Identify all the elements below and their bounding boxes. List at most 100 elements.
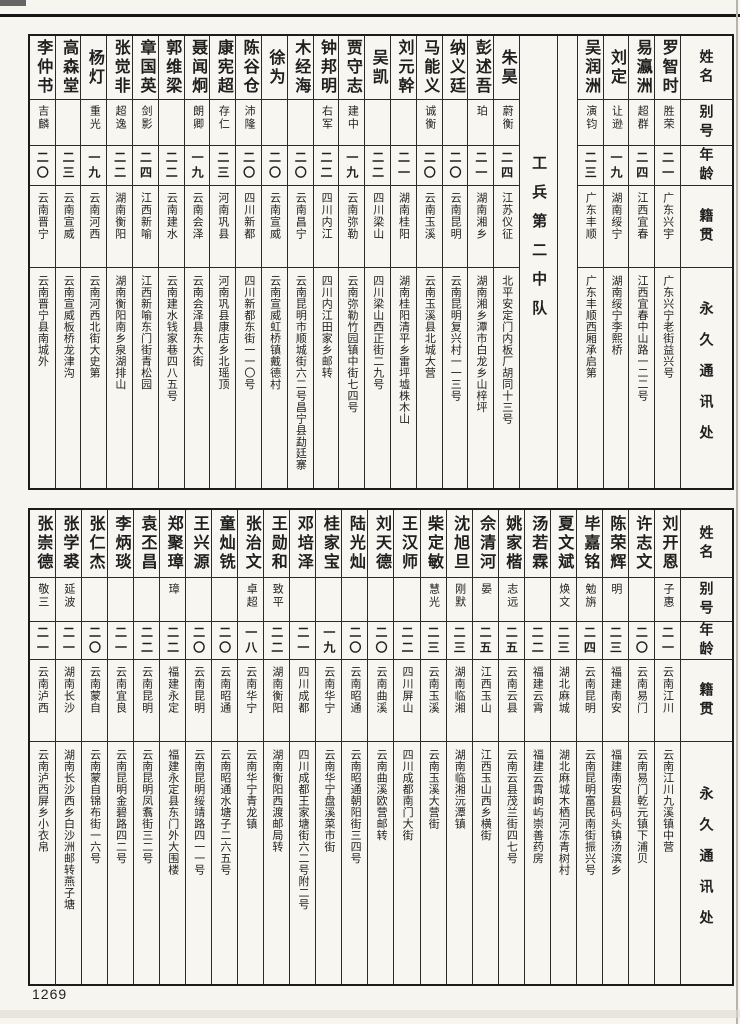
name-cell: 康宪超 (210, 36, 236, 100)
native-place-cell-text: 云南昌宁 (294, 192, 307, 240)
person-column: 张仁杰 二〇 云南蒙自 云南蒙自锦布街一六号 (80, 510, 107, 984)
address-cell: 福建永定县东门外大围楼 (160, 742, 185, 984)
native-place-cell-text: 云南昭通 (218, 666, 231, 714)
age-cell-text: 二三 (608, 625, 623, 656)
native-place-cell: 湖南长沙 (55, 660, 81, 742)
address-cell-text: 湖南衡阳西渡邮局转 (270, 749, 283, 853)
person-column: 刘天德 二〇 云南曲溪 云南曲溪欧营邮转 (367, 510, 394, 984)
name-cell: 郭维梁 (158, 36, 184, 100)
address-cell: 湖南湘乡潭市白龙乡山梓坪 (468, 268, 493, 488)
header-address-text: 永久通讯处 (698, 785, 715, 941)
name-cell-text: 刘元幹 (395, 39, 413, 96)
age-cell: 二四 (629, 146, 655, 186)
age-cell-text: 二〇 (293, 150, 308, 181)
person-column: 王汉师 二二 四川屏山 四川成都南门大街 (393, 510, 420, 984)
native-place-cell: 云南曲溪 (368, 660, 394, 742)
address-cell-text: 云南昭通朝阳街三四号 (349, 749, 362, 864)
address-cell-text: 云南泸西屏乡小衣帛 (36, 749, 49, 853)
name-cell: 李炳琰 (107, 510, 134, 578)
name-cell-text: 杨灯 (85, 48, 103, 87)
native-place-cell-text: 云南易门 (635, 666, 648, 714)
address-cell-text: 云南昆明绥靖路四一一号 (192, 749, 205, 876)
byname-cell: 诚衡 (416, 100, 442, 146)
age-cell: 二二 (365, 146, 391, 186)
name-cell-text: 聂闻炯 (189, 39, 207, 96)
name-cell: 吴润洲 (577, 36, 603, 100)
native-place-cell-text: 云南宣威 (62, 192, 75, 240)
address-cell: 云南昆明复兴村一一三号 (443, 268, 468, 488)
age-cell-text: 一九 (321, 625, 336, 656)
address-cell: 云南弥勒竹园镇中街七四号 (339, 268, 364, 488)
address-cell: 江西宜春中山路一二二号 (629, 268, 654, 488)
byname-cell (107, 578, 134, 622)
person-column: 童灿铣 二〇 云南昭通 云南昭通水塘子二六五号 (211, 510, 238, 984)
name-cell: 张崇德 (29, 510, 55, 578)
byname-cell (368, 578, 394, 622)
address-cell: 四川新都东街一一〇号 (236, 268, 261, 488)
native-place-cell: 河南巩县 (210, 186, 236, 268)
name-cell: 王勋和 (264, 510, 290, 578)
name-cell-text: 郭维梁 (163, 39, 181, 96)
byname-cell (158, 100, 184, 146)
header-age: 年龄 (681, 622, 732, 660)
header-name: 姓名 (681, 510, 732, 578)
name-cell-text: 罗智时 (659, 39, 677, 96)
address-cell: 北平安定门内板厂胡同十三号 (494, 268, 519, 488)
person-column: 贾守志 建中 一九 云南弥勒 云南弥勒竹园镇中街七四号 (338, 36, 365, 488)
native-place-cell: 云南宜良 (107, 660, 134, 742)
address-cell-text: 湖北麻城木栖河冻青树村 (557, 749, 570, 876)
age-cell-text: 二三 (426, 625, 441, 656)
address-cell: 云南昆明绥靖路四一一号 (186, 742, 211, 984)
person-column: 张治文 卓超 一八 云南华宁 云南华宁青龙镇 (237, 510, 264, 984)
byname-cell-text: 卓超 (245, 583, 258, 609)
name-cell: 张治文 (238, 510, 264, 578)
native-place-cell: 云南宣威 (55, 186, 81, 268)
native-place-cell: 云南弥勒 (339, 186, 365, 268)
byname-cell: 吉麟 (29, 100, 55, 146)
age-cell: 二五 (498, 622, 524, 660)
byname-cell-text: 右军 (320, 105, 333, 131)
name-cell-text: 沈旭旦 (451, 515, 469, 572)
scan-artifact-corner-mark (0, 0, 26, 6)
byname-cell (134, 578, 160, 622)
age-cell: 二二 (394, 622, 420, 660)
native-place-cell-text: 广东兴宇 (661, 192, 674, 240)
native-place-cell: 云南玉溪 (420, 660, 446, 742)
address-cell: 湖南衡阳西渡邮局转 (264, 742, 289, 984)
native-place-cell-text: 湖南临湘 (453, 666, 466, 714)
native-place-cell: 江西新喻 (133, 186, 158, 268)
native-place-cell: 湖北麻城 (550, 660, 576, 742)
native-place-cell-text: 江苏仪征 (500, 192, 513, 240)
address-cell: 云南易门乾元镇下浦贝 (629, 742, 654, 984)
person-column: 柴定敏 慧光 二三 云南玉溪 云南玉溪大营街 (419, 510, 446, 984)
person-column: 郭维梁 二二 云南建水 云南建水钱家巷四八五号 (157, 36, 184, 488)
person-column: 杨灯 重光 一九 云南河西 云南河西北街大史第 (80, 36, 107, 488)
address-cell-text: 广东丰顺西厢承启第 (584, 275, 597, 379)
native-place-cell-text: 云南弥勒 (345, 192, 358, 240)
address-cell: 广东兴宁老街益兴号 (655, 268, 680, 488)
age-cell-text: 二一 (660, 150, 675, 181)
age-cell: 二二 (160, 622, 186, 660)
age-cell-text: 二〇 (422, 150, 437, 181)
header-age-text: 年龄 (698, 146, 715, 185)
address-cell: 云南华宁盘溪菜市街 (316, 742, 341, 984)
name-cell: 彭述吾 (468, 36, 494, 100)
native-place-cell-text: 湖南桂阳 (397, 192, 410, 240)
name-cell: 木经海 (287, 36, 313, 100)
address-cell-text: 云南蒙自锦布街一六号 (88, 749, 101, 864)
person-column: 易瀛洲 超群 二四 江西宜春 江西宜春中山路一二二号 (628, 36, 655, 488)
header-byname: 别号 (681, 100, 732, 146)
age-cell-text: 二一 (113, 625, 128, 656)
age-cell: 二三 (446, 622, 472, 660)
native-place-cell-text: 湖南长沙 (62, 666, 75, 714)
person-column: 李仲书 吉麟 二〇 云南晋宁 云南晋宁县南城外 (29, 36, 55, 488)
name-cell: 贾守志 (339, 36, 365, 100)
name-cell-text: 张治文 (242, 515, 260, 572)
name-cell-text: 陆光灿 (346, 515, 364, 572)
name-cell-text: 毕嘉铭 (581, 515, 599, 572)
name-cell-text: 柴定敏 (425, 515, 443, 572)
native-place-cell-text: 云南蒙自 (88, 666, 101, 714)
age-cell-text: 二〇 (373, 625, 388, 656)
age-cell: 二二 (264, 622, 290, 660)
address-cell-text: 云南昆明富民南街振兴号 (583, 749, 596, 876)
